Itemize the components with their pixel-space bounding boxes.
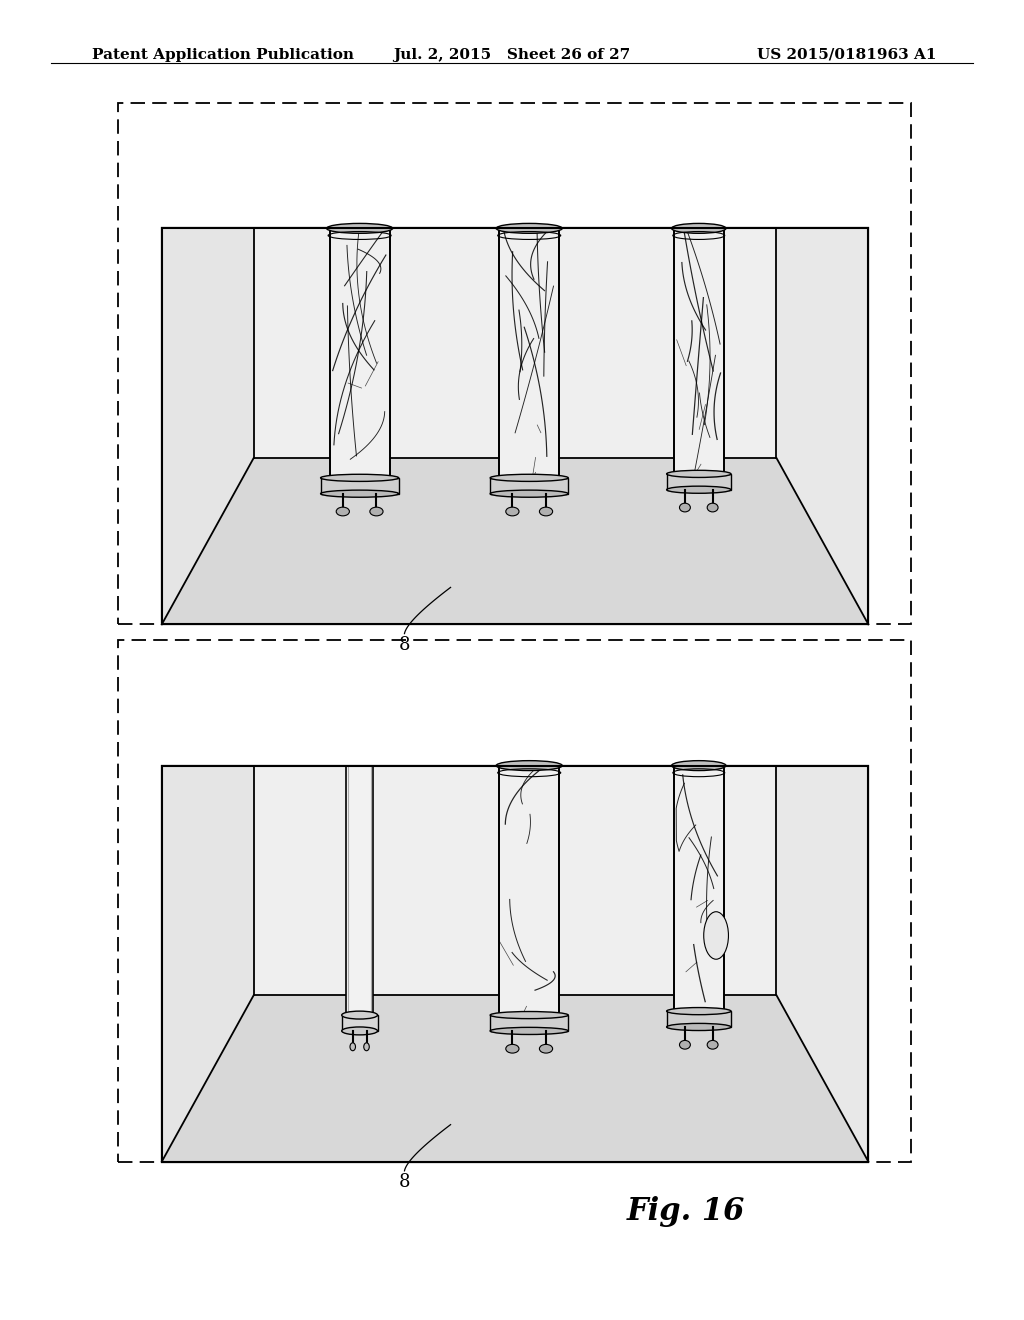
Bar xyxy=(254,766,776,995)
Text: Fig. 16: Fig. 16 xyxy=(627,1196,745,1228)
Bar xyxy=(667,1011,731,1027)
Bar xyxy=(499,766,559,1031)
Ellipse shape xyxy=(490,1011,568,1019)
Polygon shape xyxy=(162,228,254,624)
Bar xyxy=(330,228,390,494)
Ellipse shape xyxy=(672,223,726,234)
Ellipse shape xyxy=(667,470,731,478)
Ellipse shape xyxy=(667,1023,731,1031)
Text: Patent Application Publication: Patent Application Publication xyxy=(92,48,354,62)
Ellipse shape xyxy=(667,1007,731,1015)
Polygon shape xyxy=(776,228,868,624)
Bar xyxy=(162,228,868,624)
Ellipse shape xyxy=(667,486,731,494)
Ellipse shape xyxy=(506,507,519,516)
Ellipse shape xyxy=(321,474,398,482)
Ellipse shape xyxy=(680,503,690,512)
Bar xyxy=(162,766,868,1162)
Ellipse shape xyxy=(490,1027,568,1035)
Bar xyxy=(128,110,901,228)
Bar xyxy=(162,766,868,1162)
Ellipse shape xyxy=(680,1040,690,1049)
Ellipse shape xyxy=(321,490,398,498)
Bar xyxy=(162,228,868,624)
Polygon shape xyxy=(162,766,254,1162)
Ellipse shape xyxy=(342,1011,378,1019)
Text: Jul. 2, 2015   Sheet 26 of 27: Jul. 2, 2015 Sheet 26 of 27 xyxy=(393,48,631,62)
Bar xyxy=(667,474,731,490)
Bar xyxy=(342,1015,378,1031)
Ellipse shape xyxy=(342,1027,378,1035)
Ellipse shape xyxy=(490,490,568,498)
Polygon shape xyxy=(162,458,868,624)
Ellipse shape xyxy=(364,1043,370,1051)
Ellipse shape xyxy=(672,760,726,771)
Bar xyxy=(674,766,724,1027)
Bar xyxy=(162,766,868,1162)
Text: US 2015/0181963 A1: US 2015/0181963 A1 xyxy=(758,48,937,62)
Polygon shape xyxy=(162,995,868,1162)
Ellipse shape xyxy=(506,1044,519,1053)
Ellipse shape xyxy=(708,503,718,512)
Bar xyxy=(162,228,868,624)
Text: 8: 8 xyxy=(398,1173,411,1192)
Ellipse shape xyxy=(708,1040,718,1049)
Ellipse shape xyxy=(497,223,562,234)
Bar xyxy=(674,228,724,490)
Polygon shape xyxy=(776,766,868,1162)
Bar xyxy=(499,228,559,494)
Ellipse shape xyxy=(540,507,553,516)
Bar xyxy=(490,478,568,494)
Bar xyxy=(346,766,374,1031)
Ellipse shape xyxy=(327,223,392,234)
Ellipse shape xyxy=(350,1043,355,1051)
Bar xyxy=(321,478,398,494)
Ellipse shape xyxy=(336,507,349,516)
Bar xyxy=(254,228,776,458)
Ellipse shape xyxy=(497,760,562,771)
Ellipse shape xyxy=(490,474,568,482)
Ellipse shape xyxy=(540,1044,553,1053)
Bar xyxy=(128,647,901,766)
Ellipse shape xyxy=(703,912,728,960)
Text: 8: 8 xyxy=(398,636,411,655)
Bar xyxy=(118,640,911,1162)
Bar xyxy=(118,103,911,624)
Bar xyxy=(490,1015,568,1031)
Ellipse shape xyxy=(370,507,383,516)
